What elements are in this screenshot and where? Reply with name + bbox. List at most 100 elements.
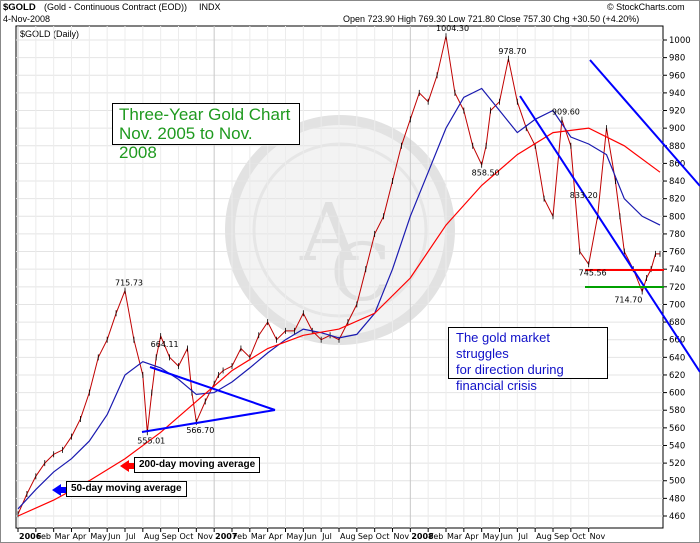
price-point-label: 664.11 xyxy=(151,340,179,349)
svg-text:C: C xyxy=(330,226,391,319)
x-tick-label: 2007 xyxy=(215,532,237,541)
x-tick-label: Jul xyxy=(517,532,528,541)
crisis-line-1: The gold market struggles xyxy=(456,330,550,361)
chart-title-box: Three-Year Gold Chart Nov. 2005 to Nov. … xyxy=(112,103,300,162)
x-tick-label: May xyxy=(90,532,107,541)
x-tick-label: Aug xyxy=(340,532,356,541)
x-tick-label: Nov xyxy=(394,532,410,541)
series-group xyxy=(17,33,661,518)
title-line-1: Three-Year Gold Chart xyxy=(119,105,291,124)
x-tick-label: Aug xyxy=(144,532,160,541)
y-tick-label: 800 xyxy=(669,212,685,222)
x-tick-label: Sep xyxy=(162,532,177,541)
crisis-line-3: financial crisis xyxy=(456,378,537,393)
x-tick-label: Oct xyxy=(376,532,390,541)
x-tick-label: May xyxy=(483,532,500,541)
crisis-annotation-box: The gold market struggles for direction … xyxy=(448,327,608,393)
x-tick-label: Jun xyxy=(500,532,514,541)
y-tick-label: 900 xyxy=(669,124,685,134)
y-tick-label: 580 xyxy=(669,406,685,416)
x-tick-label: Jun xyxy=(303,532,317,541)
y-tick-label: 700 xyxy=(669,300,685,310)
y-axis: 460 480 500 520 540 560 580 600 620 640 660 680 700 7… xyxy=(663,36,691,522)
y-tick-label: 680 xyxy=(669,318,685,328)
x-tick-label: Oct xyxy=(572,532,586,541)
x-tick-label: Mar xyxy=(251,532,267,541)
x-tick-label: May xyxy=(287,532,304,541)
y-tick-label: 920 xyxy=(669,107,685,117)
y-tick-label: 820 xyxy=(669,195,685,205)
ma200-arrow-icon xyxy=(120,460,134,472)
chart-date: 4-Nov-2008 xyxy=(3,14,50,24)
y-tick-label: 880 xyxy=(669,142,685,152)
price-point-label: 978.70 xyxy=(498,47,526,56)
crisis-line-2: for direction during xyxy=(456,362,564,377)
symbol: $GOLD xyxy=(3,2,36,13)
price-point-label: 745.56 xyxy=(579,268,607,277)
price-point-label: 909.60 xyxy=(552,108,580,117)
x-tick-label: 2006 xyxy=(19,532,42,541)
ma50-label: 50-day moving average xyxy=(66,481,187,497)
y-tick-label: 620 xyxy=(669,371,685,381)
triangle-lower-line xyxy=(141,409,276,433)
y-tick-label: 940 xyxy=(669,89,685,99)
y-tick-label: 720 xyxy=(669,283,685,293)
ohlc-readout: Open 723.90 High 769.30 Low 721.80 Close… xyxy=(343,14,639,24)
y-tick-label: 860 xyxy=(669,159,685,169)
channel-lower-line xyxy=(519,95,700,373)
y-tick-label: 540 xyxy=(669,441,685,451)
y-tick-label: 500 xyxy=(669,477,685,487)
trendlines xyxy=(141,59,700,433)
price-point-label: 715.73 xyxy=(115,279,143,288)
ma50-arrow-icon xyxy=(52,484,66,496)
watermark-text: © StockCharts.com xyxy=(607,2,685,12)
y-tick-label: 560 xyxy=(669,424,685,434)
triangle-upper-line xyxy=(149,366,276,411)
x-tick-label: Sep xyxy=(554,532,569,541)
x-tick-label: Apr xyxy=(269,532,284,541)
y-tick-label: 520 xyxy=(669,459,685,469)
y-tick-label: 740 xyxy=(669,265,685,275)
price-point-label: 555.01 xyxy=(137,436,165,445)
y-tick-label: 660 xyxy=(669,336,685,346)
x-tick-label: Nov xyxy=(590,532,606,541)
exchange: INDX xyxy=(199,2,221,12)
y-tick-label: 1000 xyxy=(669,36,691,46)
y-tick-label: 760 xyxy=(669,248,685,258)
ma200-series-line xyxy=(17,127,661,517)
y-tick-label: 780 xyxy=(669,230,685,240)
channel-upper-line xyxy=(589,59,700,187)
x-tick-label: Sep xyxy=(358,532,373,541)
ma50-series-line xyxy=(17,87,661,510)
y-tick-label: 600 xyxy=(669,389,685,399)
x-tick-label: Mar xyxy=(55,532,71,541)
x-tick-label: 2008 xyxy=(411,532,434,541)
price-point-label: 858.50 xyxy=(472,169,500,178)
price-point-label: 833.20 xyxy=(570,191,598,200)
y-tick-label: 840 xyxy=(669,177,685,187)
x-tick-label: Jul xyxy=(125,532,136,541)
price-point-label: 714.70 xyxy=(614,295,642,304)
x-tick-label: Jun xyxy=(107,532,121,541)
y-tick-label: 480 xyxy=(669,494,685,504)
legend-label: $GOLD (Daily) xyxy=(20,29,79,39)
svg-text:A: A xyxy=(299,186,359,279)
x-tick-label: Feb xyxy=(429,532,443,541)
title-line-2: Nov. 2005 to Nov. 2008 xyxy=(119,124,253,162)
ma200-label: 200-day moving average xyxy=(134,457,261,473)
x-tick-label: Feb xyxy=(233,532,247,541)
x-tick-label: Apr xyxy=(465,532,480,541)
point-labels: 715.73 664.11 555.01 566.70 1004.30 978.70 909… xyxy=(115,24,642,445)
symbol-name: (Gold - Continuous Contract (EOD)) xyxy=(44,2,187,12)
price-point-label: 566.70 xyxy=(186,426,214,435)
price-point-label: 1004.30 xyxy=(436,24,469,33)
x-tick-label: Oct xyxy=(180,532,194,541)
x-tick-label: Aug xyxy=(536,532,552,541)
y-tick-label: 980 xyxy=(669,54,685,64)
x-tick-label: Jul xyxy=(321,532,332,541)
x-tick-label: Mar xyxy=(447,532,463,541)
x-tick-label: Nov xyxy=(197,532,213,541)
